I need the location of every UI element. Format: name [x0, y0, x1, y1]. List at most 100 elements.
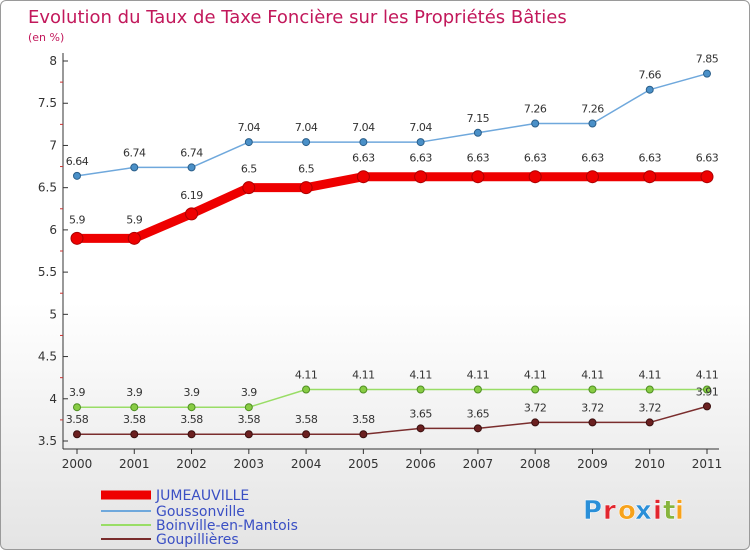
x-tick-label: 2005	[348, 457, 379, 471]
data-point	[73, 430, 81, 439]
axes: 3.5 4 4.5 5 5.5 6 6.5 7 7.5 8 2000 2001 2002 2003 2004…	[38, 53, 722, 471]
data-label: 4.11	[638, 368, 661, 381]
data-point	[70, 231, 84, 245]
chart-title: Evolution du Taux de Taxe Foncière sur l…	[28, 7, 567, 28]
data-point	[531, 385, 540, 394]
data-label: 4.11	[409, 368, 432, 381]
data-label: 3.58	[238, 413, 261, 426]
legend-label: Goussonville	[156, 504, 245, 520]
legend-label: Boinville-en-Mantois	[156, 518, 298, 534]
data-label: 7.15	[467, 112, 490, 125]
y-tick-label: 4.5	[38, 350, 57, 364]
y-tick-label: 7	[49, 138, 57, 152]
data-labels: 6.64 6.74 6.74 7.04 7.04 7.04 7.04 7.15 7.26 7.26…	[66, 53, 719, 427]
logo-letter: t	[663, 496, 675, 526]
data-label: 7.85	[696, 53, 719, 66]
data-label: 4.11	[467, 368, 490, 381]
data-label: 6.63	[409, 152, 432, 165]
data-point	[531, 119, 540, 128]
y-tick-label: 4	[49, 392, 57, 406]
data-label: 4.11	[352, 368, 375, 381]
y-tick-label: 6.5	[38, 181, 57, 195]
x-tick-label: 2000	[62, 457, 93, 471]
data-point	[471, 170, 485, 184]
data-point	[359, 430, 368, 439]
data-point	[242, 181, 256, 195]
data-label: 6.74	[180, 146, 203, 159]
legend-label: JUMEAUVILLE	[155, 488, 249, 504]
y-tick-label: 5.5	[38, 265, 57, 279]
x-tick-label: 2009	[577, 457, 608, 471]
x-tick-label: 2003	[234, 457, 265, 471]
data-point	[187, 403, 196, 412]
logo-letter: x	[635, 496, 652, 526]
data-label: 4.11	[524, 368, 547, 381]
data-label: 7.66	[638, 69, 661, 82]
data-label: 7.04	[352, 121, 375, 134]
data-point	[302, 138, 311, 147]
data-label: 6.5	[241, 163, 257, 176]
data-label: 5.9	[69, 213, 85, 226]
data-label: 6.5	[298, 163, 314, 176]
data-label: 7.04	[409, 121, 432, 134]
logo-letter: o	[618, 496, 636, 526]
data-point	[130, 163, 139, 172]
data-point	[130, 430, 139, 439]
x-tick-label: 2007	[463, 457, 494, 471]
data-point	[473, 128, 482, 137]
data-point	[356, 170, 370, 184]
data-label: 6.63	[581, 152, 604, 165]
data-point	[127, 231, 141, 245]
data-label: 6.19	[180, 189, 203, 202]
logo-letter: P	[583, 496, 602, 526]
data-label: 7.04	[295, 121, 318, 134]
data-label: 6.63	[696, 152, 719, 165]
data-label: 3.58	[295, 413, 318, 426]
y-tick-label: 3.5	[38, 434, 57, 448]
data-label: 7.26	[524, 102, 547, 115]
data-label: 3.9	[126, 386, 142, 399]
data-label: 3.65	[467, 407, 490, 420]
data-point	[531, 418, 540, 427]
x-tick-label: 2010	[634, 457, 665, 471]
x-tick-label: 2011	[692, 457, 723, 471]
data-point	[187, 163, 196, 172]
x-tick-label: 2004	[291, 457, 322, 471]
x-tick-label: 2001	[119, 457, 150, 471]
data-label: 5.9	[126, 213, 142, 226]
data-label: 4.11	[696, 368, 719, 381]
chart-subtitle: (en %)	[28, 31, 64, 44]
data-label: 3.58	[180, 413, 203, 426]
data-point	[244, 430, 253, 439]
series-line-2	[77, 388, 707, 408]
data-label: 6.63	[524, 152, 547, 165]
data-label: 3.72	[638, 401, 661, 414]
data-label: 7.04	[238, 121, 261, 134]
data-label: 4.11	[295, 368, 318, 381]
data-label: 3.9	[241, 386, 257, 399]
data-point	[528, 170, 542, 184]
y-tick-label: 7.5	[38, 96, 57, 110]
data-point	[299, 181, 313, 195]
legend: JUMEAUVILLEGoussonvilleBoinville-en-Mant…	[101, 488, 298, 548]
data-point	[585, 170, 599, 184]
data-label: 6.63	[352, 152, 375, 165]
data-point	[645, 418, 654, 427]
data-point	[416, 138, 425, 147]
data-point	[473, 385, 482, 394]
logo-letter: i	[653, 496, 662, 526]
data-point	[130, 403, 139, 412]
data-point	[244, 138, 253, 147]
data-label: 3.9	[69, 386, 85, 399]
data-point	[73, 403, 81, 412]
data-point	[643, 170, 657, 184]
data-point	[703, 69, 711, 78]
data-label: 3.72	[581, 401, 604, 414]
series-group	[70, 69, 714, 439]
data-point	[414, 170, 428, 184]
y-tick-label: 5	[49, 307, 57, 321]
logo-letter: i	[675, 496, 684, 526]
data-point	[700, 170, 714, 184]
data-point	[416, 385, 425, 394]
data-point	[302, 385, 311, 394]
